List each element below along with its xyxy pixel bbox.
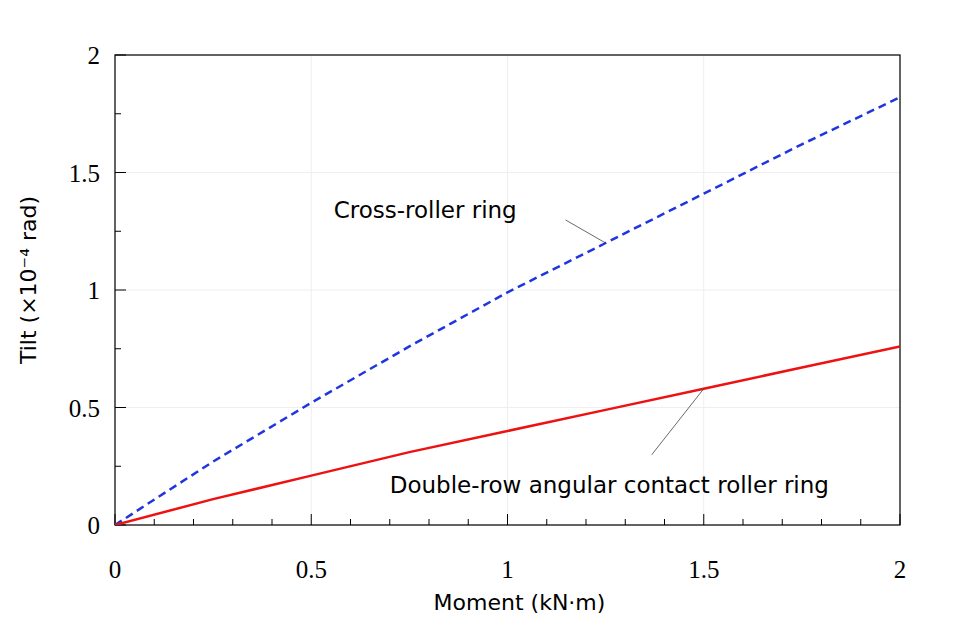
x-minor-tick — [350, 519, 351, 525]
x-minor-tick — [429, 519, 430, 525]
y-grid-line — [115, 172, 900, 173]
leader-line — [652, 389, 704, 455]
x-minor-tick — [664, 519, 665, 525]
y-tick-label: 1 — [88, 277, 101, 304]
y-minor-tick — [115, 466, 121, 467]
grid — [115, 55, 900, 525]
y-tick-label: 1.5 — [69, 160, 100, 187]
x-minor-tick — [193, 519, 194, 525]
x-axis-title: Moment (kN·m) — [434, 590, 606, 615]
y-minor-tick — [115, 113, 121, 114]
minor-ticks — [115, 114, 861, 525]
x-minor-tick — [468, 519, 469, 525]
series-group — [115, 97, 900, 525]
x-minor-tick — [821, 519, 822, 525]
x-tick-label: 0 — [109, 556, 122, 583]
x-tick — [703, 514, 704, 525]
y-minor-tick — [115, 231, 121, 232]
series-line — [115, 97, 900, 525]
y-tick-label: 0 — [88, 512, 101, 539]
x-tick-label: 1.5 — [688, 556, 719, 583]
x-minor-tick — [389, 519, 390, 525]
x-minor-tick — [782, 519, 783, 525]
x-minor-tick — [272, 519, 273, 525]
x-minor-tick — [154, 519, 155, 525]
y-grid-line — [115, 290, 900, 291]
plot-frame — [115, 55, 900, 525]
chart-root: 0 0.5 1 1.5 2 0 0.5 1 1.5 2 Cross-roller ring Doubl… — [0, 0, 960, 626]
x-tick — [311, 514, 312, 525]
y-tick-label: 0.5 — [69, 395, 100, 422]
y-tick — [115, 172, 126, 173]
y-grid-line — [115, 407, 900, 408]
x-minor-tick — [586, 519, 587, 525]
x-minor-tick — [743, 519, 744, 525]
x-minor-tick — [232, 519, 233, 525]
y-tick-label: 2 — [88, 42, 101, 69]
x-minor-tick — [546, 519, 547, 525]
y-axis-title: Tilt (×10⁻⁴ rad) — [16, 196, 41, 365]
chart-svg: 0 0.5 1 1.5 2 0 0.5 1 1.5 2 Cross-roller ring Doubl… — [0, 0, 960, 626]
x-tick-label: 1 — [501, 556, 514, 583]
x-tick — [507, 514, 508, 525]
y-tick — [115, 290, 126, 291]
ticks: 0 0.5 1 1.5 2 0 0.5 1 1.5 2 — [69, 42, 907, 583]
series-label: Double-row angular contact roller ring — [390, 472, 829, 498]
x-minor-tick — [625, 519, 626, 525]
y-minor-tick — [115, 348, 121, 349]
x-tick-label: 0.5 — [296, 556, 327, 583]
series-line — [115, 346, 900, 525]
leader-line — [566, 220, 606, 243]
series-label: Cross-roller ring — [334, 197, 517, 223]
annotations: Cross-roller ring Double-row angular cont… — [334, 197, 829, 498]
x-minor-tick — [860, 519, 861, 525]
x-tick-label: 2 — [894, 556, 907, 583]
y-tick — [115, 407, 126, 408]
